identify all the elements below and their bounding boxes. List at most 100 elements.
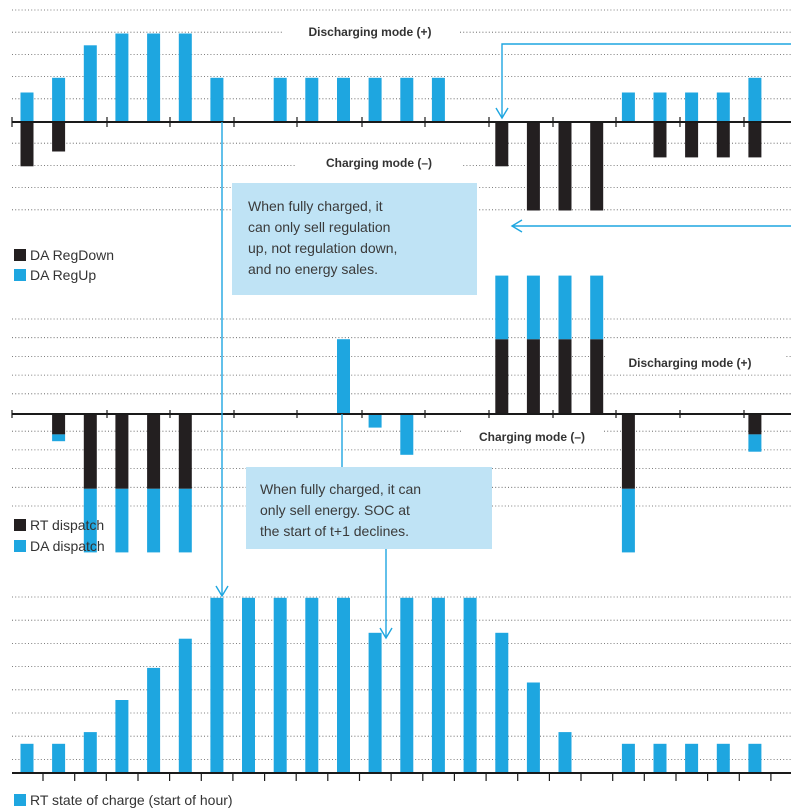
legend-swatch-rt-soc <box>14 794 26 806</box>
bar-da-regup-h1 <box>20 92 34 122</box>
bar-da-regdown-h22 <box>685 122 699 158</box>
bar-da-regdown-h19 <box>590 122 604 211</box>
callout-regulation-line-4: and no energy sales. <box>248 261 378 277</box>
panel2-charging-label: Charging mode (–) <box>479 430 585 444</box>
bar-da-dispatch-h11 <box>337 339 350 414</box>
bar-rt-soc-h3 <box>83 732 97 773</box>
callout-regulation-line-3: up, not regulation down, <box>248 240 397 256</box>
bar-da-regup-h2 <box>52 77 66 123</box>
bar-da-regup-h23 <box>716 92 730 122</box>
bar-da-dispatch-h6 <box>178 488 192 553</box>
bar-da-regup-h20 <box>621 92 635 122</box>
callout-dispatch-line-1: When fully charged, it can <box>260 481 421 497</box>
bar-rt-soc-h10 <box>305 597 319 773</box>
bar-da-regup-h14 <box>431 77 445 123</box>
bar-rt-soc-h6 <box>178 638 192 773</box>
bar-rt-dispatch-h5 <box>147 414 161 489</box>
legend-swatch-rt-dispatch <box>14 519 26 531</box>
bar-da-dispatch-h16 <box>495 275 509 340</box>
bar-rt-dispatch-h18 <box>558 339 572 414</box>
legend-swatch-da-regup <box>14 269 26 281</box>
bar-rt-soc-h2 <box>52 743 66 773</box>
callout-regulation-line-2: can only sell regulation <box>248 219 390 235</box>
callout-dispatch-text: When fully charged, it can only sell ene… <box>260 481 425 539</box>
bar-da-regup-h7 <box>210 77 224 123</box>
panel1-charging-label-bg <box>296 154 462 172</box>
bar-rt-soc-h9 <box>273 597 287 773</box>
bar-rt-soc-h1 <box>20 743 34 773</box>
bar-da-dispatch-h20 <box>621 488 635 553</box>
bar-da-dispatch-h24 <box>748 434 762 452</box>
arrow-dispatch-to-soc-head <box>379 627 393 640</box>
bar-da-dispatch-h13 <box>400 414 414 455</box>
axes-layer <box>11 117 791 781</box>
legend-label-rt-soc: RT state of charge (start of hour) <box>30 792 233 808</box>
bar-da-dispatch-h3 <box>83 488 97 553</box>
bar-da-regup-h5 <box>147 33 161 122</box>
bar-rt-soc-h12 <box>368 632 382 773</box>
bar-rt-dispatch-h17 <box>526 339 540 414</box>
arrow-top-right-head <box>495 107 509 120</box>
bar-rt-soc-h13 <box>400 597 414 773</box>
bar-rt-soc-h4 <box>115 700 129 773</box>
bar-da-regdown-h18 <box>558 122 572 211</box>
bar-da-regup-h10 <box>305 77 319 123</box>
bar-da-regdown-h2 <box>52 122 66 152</box>
bar-da-regup-h13 <box>400 77 414 123</box>
bar-da-regdown-h21 <box>653 122 667 158</box>
bar-rt-soc-h15 <box>463 597 477 773</box>
bar-da-regup-h4 <box>115 33 129 122</box>
bar-rt-dispatch-h16 <box>495 339 509 414</box>
arrow-regup-to-soc-head <box>215 585 229 598</box>
bar-da-dispatch-h17 <box>526 275 540 340</box>
bar-rt-dispatch-h20 <box>621 414 635 489</box>
bar-da-regup-h11 <box>337 77 350 123</box>
bar-rt-dispatch-h3 <box>83 414 97 489</box>
panel2-charging-label-bg <box>462 427 602 447</box>
callout-regulation-box <box>232 183 477 295</box>
bar-rt-soc-h8 <box>242 597 255 773</box>
annotation-arrows <box>215 43 791 640</box>
bar-da-regup-h9 <box>273 77 287 123</box>
bar-da-regdown-h23 <box>716 122 730 158</box>
bar-rt-soc-h24 <box>748 743 762 773</box>
legend-swatch-da-dispatch <box>14 540 26 552</box>
bar-rt-soc-h22 <box>685 743 699 773</box>
legend-swatch-da-regdown <box>14 249 26 261</box>
bar-da-regdown-h1 <box>20 122 34 167</box>
bar-rt-dispatch-h6 <box>178 414 192 489</box>
bar-rt-soc-h21 <box>653 743 667 773</box>
panel1-charging-label: Charging mode (–) <box>326 156 432 170</box>
bar-da-regup-h21 <box>653 92 667 122</box>
bar-rt-soc-h14 <box>431 597 445 773</box>
legend-label-da-dispatch: DA dispatch <box>30 538 105 554</box>
bar-da-dispatch-h18 <box>558 275 572 340</box>
bar-rt-dispatch-h4 <box>115 414 129 489</box>
callout-dispatch-box <box>246 467 492 549</box>
bar-da-dispatch-h19 <box>590 275 604 340</box>
bar-rt-dispatch-h24 <box>748 414 762 435</box>
bar-rt-soc-h23 <box>716 743 730 773</box>
bar-rt-dispatch-h2 <box>52 414 66 435</box>
bar-da-regdown-h16 <box>495 122 509 167</box>
bar-da-regdown-h24 <box>748 122 762 158</box>
callout-dispatch-line-2: only sell energy. SOC at <box>260 502 410 518</box>
bar-da-dispatch-h5 <box>147 488 161 553</box>
legend-label-rt-dispatch: RT dispatch <box>30 517 104 533</box>
callout-regulation-line-1: When fully charged, it <box>248 198 383 214</box>
arrow-charging-right-head <box>510 219 523 233</box>
bar-rt-soc-h7 <box>210 597 224 773</box>
panel2-discharging-label-bg <box>606 353 786 373</box>
bar-da-regup-h12 <box>368 77 382 123</box>
bar-rt-dispatch-h19 <box>590 339 604 414</box>
bar-da-dispatch-h2 <box>52 434 66 442</box>
bar-da-regup-h24 <box>748 77 762 123</box>
callout-regulation-text: When fully charged, it can only sell reg… <box>248 198 401 277</box>
bar-da-regup-h6 <box>178 33 192 122</box>
bar-da-dispatch-h12 <box>368 414 382 428</box>
bar-da-dispatch-h4 <box>115 488 129 553</box>
bar-rt-soc-h20 <box>621 743 635 773</box>
panel2-discharging-label: Discharging mode (+) <box>628 356 751 370</box>
bar-rt-soc-h5 <box>147 667 161 773</box>
